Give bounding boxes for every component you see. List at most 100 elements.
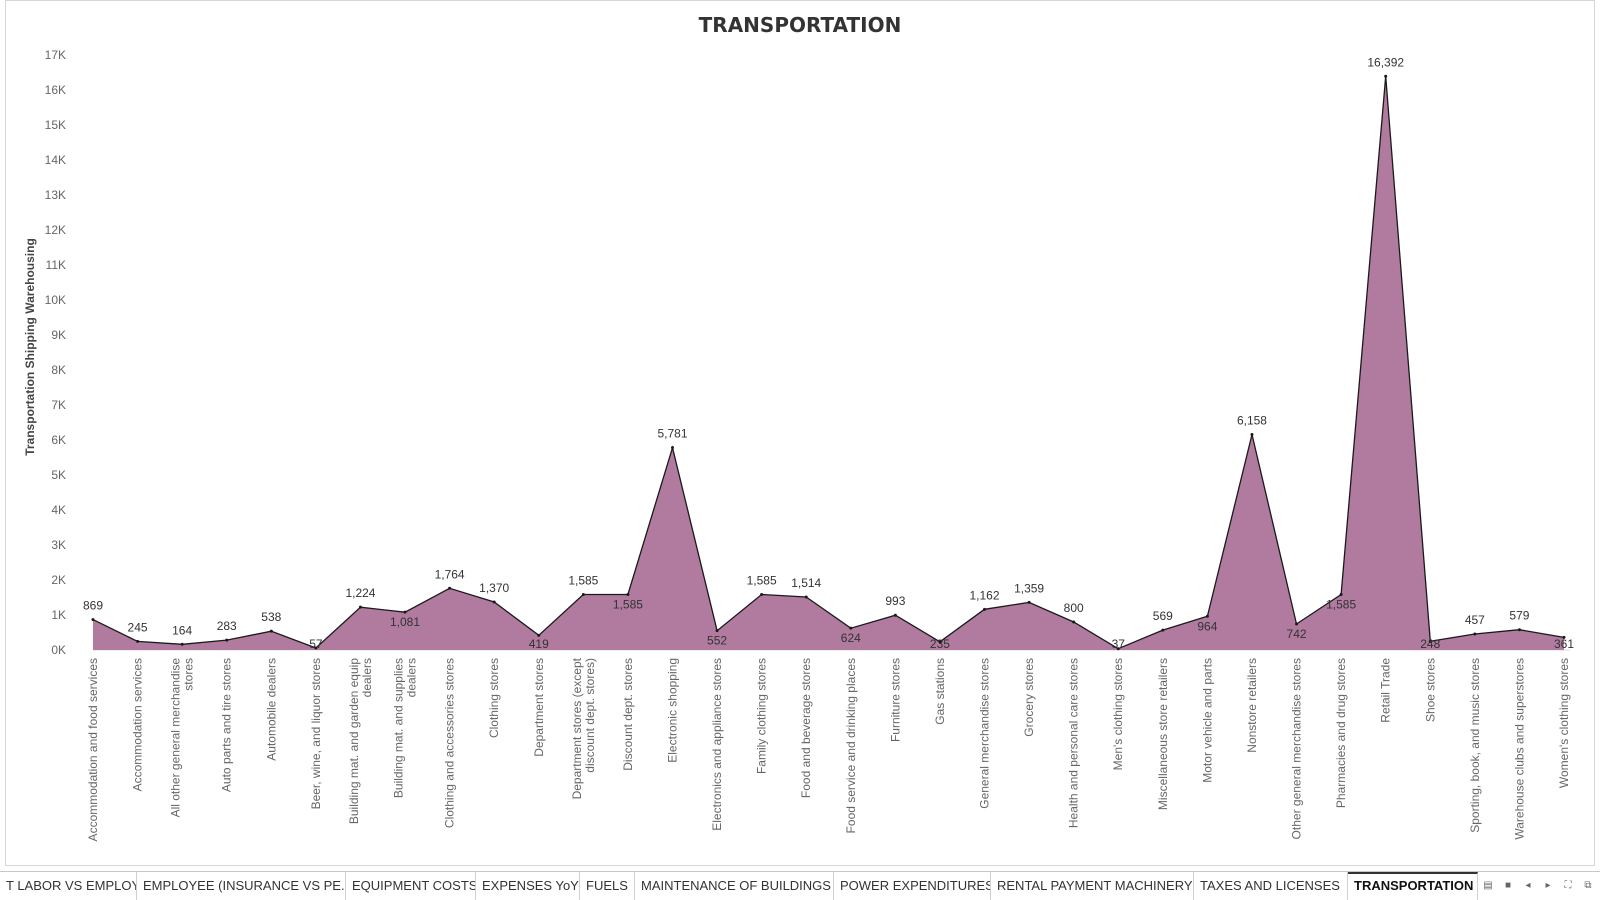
x-tick-label: Shoe stores: [1423, 658, 1437, 722]
data-label: 16,392: [1367, 55, 1404, 69]
data-point: [893, 613, 897, 617]
tab-labor-vs-employee[interactable]: T LABOR VS EMPLOY...: [0, 872, 137, 900]
data-point: [804, 595, 808, 599]
svg-text:dealers: dealers: [360, 658, 374, 697]
x-tick-label: Family clothing stores: [755, 658, 769, 774]
data-point: [670, 446, 674, 450]
chart-title: TRANSPORTATION: [699, 13, 902, 37]
data-label: 6,158: [1237, 413, 1267, 427]
svg-text:Health and personal care store: Health and personal care stores: [1067, 658, 1081, 828]
x-tick-label: All other general merchandise stores: [169, 658, 196, 818]
series-line: [92, 76, 1565, 650]
x-tick-label: Furniture stores: [888, 658, 902, 742]
svg-text:discount dept. stores): discount dept. stores): [583, 658, 597, 773]
data-point: [269, 629, 273, 633]
data-point: [537, 633, 541, 637]
data-label: 1,514: [791, 576, 821, 590]
data-point: [983, 607, 987, 611]
data-point: [492, 600, 496, 604]
svg-text:Pharmacies and drug stores: Pharmacies and drug stores: [1334, 658, 1348, 808]
tab-taxes-and-licenses[interactable]: TAXES AND LICENSES: [1194, 872, 1348, 900]
data-point: [581, 593, 585, 597]
tab-rental-payment-machinery[interactable]: RENTAL PAYMENT MACHINERY: [991, 872, 1194, 900]
x-tick-label: Nonstore retailers: [1245, 658, 1259, 753]
svg-text:Clothing and accessories store: Clothing and accessories stores: [443, 658, 457, 828]
svg-text:Clothing stores: Clothing stores: [487, 658, 501, 738]
data-label: 742: [1287, 627, 1307, 641]
svg-text:Accommodation and food service: Accommodation and food services: [86, 658, 100, 841]
svg-text:Family clothing stores: Family clothing stores: [755, 658, 769, 774]
data-point: [1205, 614, 1209, 618]
y-tick-label: 9K: [51, 328, 66, 342]
data-point: [225, 638, 229, 642]
data-label: 1,585: [747, 574, 777, 588]
data-label: 1,585: [1326, 598, 1356, 612]
y-tick-label: 12K: [45, 223, 66, 237]
next-sheet-icon[interactable]: ▸: [1545, 880, 1551, 891]
svg-text:Miscellaneous store retailers: Miscellaneous store retailers: [1156, 658, 1170, 810]
present-icon[interactable]: ⧉: [1584, 880, 1592, 891]
y-tick-label: 4K: [51, 503, 66, 517]
y-tick-label: 8K: [51, 363, 66, 377]
y-tick-label: 1K: [51, 608, 66, 622]
data-label: 869: [83, 599, 103, 613]
svg-text:Furniture stores: Furniture stores: [888, 658, 902, 742]
y-tick-label: 14K: [45, 153, 66, 167]
area-chart: TRANSPORTATION Transportation Shipping Wa…: [23, 13, 1574, 841]
svg-text:Gas stations: Gas stations: [933, 658, 947, 725]
data-label: 245: [128, 620, 148, 634]
tab-transportation[interactable]: TRANSPORTATION: [1348, 872, 1478, 900]
y-tick-label: 7K: [51, 398, 66, 412]
data-point: [1428, 639, 1432, 643]
data-label: 57: [309, 637, 323, 651]
data-point: [938, 640, 942, 644]
prev-sheet-icon[interactable]: ◂: [1525, 880, 1531, 891]
x-tick-label: Grocery stores: [1022, 658, 1036, 737]
tab-maintenance-of-buildings[interactable]: MAINTENANCE OF BUILDINGS: [635, 872, 834, 900]
data-point: [314, 646, 318, 650]
data-point: [358, 605, 362, 609]
data-point: [1384, 74, 1388, 78]
x-tick-label: Sporting, book, and music stores: [1468, 658, 1482, 833]
tab-employee-insurance[interactable]: EMPLOYEE (INSURANCE VS PE...: [137, 872, 346, 900]
tab-power-expenditures[interactable]: POWER EXPENDITURES: [834, 872, 991, 900]
data-label: 457: [1465, 613, 1485, 627]
data-label: 5,781: [657, 427, 687, 441]
svg-text:Accommodation services: Accommodation services: [131, 658, 145, 791]
data-point: [403, 610, 407, 614]
tab-fuels[interactable]: FUELS: [580, 872, 635, 900]
data-point: [448, 586, 452, 590]
data-label: 1,585: [568, 574, 598, 588]
svg-text:Shoe stores: Shoe stores: [1423, 658, 1437, 722]
data-point: [1116, 647, 1120, 651]
data-point: [1339, 593, 1343, 597]
x-tick-label: Electronics and appliance stores: [710, 658, 724, 831]
x-tick-label: Discount dept. stores: [621, 658, 635, 771]
y-tick-label: 2K: [51, 573, 66, 587]
data-label: 800: [1064, 601, 1084, 615]
tab-equipment-costs[interactable]: EQUIPMENT COSTS: [346, 872, 476, 900]
y-tick-label: 15K: [45, 118, 66, 132]
data-point: [180, 642, 184, 646]
svg-text:Women's clothing stores: Women's clothing stores: [1557, 658, 1571, 788]
tab-expenses-yoy[interactable]: EXPENSES YoY: [476, 872, 580, 900]
svg-text:Building mat. and garden equip: Building mat. and garden equip: [347, 658, 361, 824]
grid-view-icon[interactable]: ▤: [1483, 880, 1493, 891]
fullscreen-icon[interactable]: ⛶: [1564, 880, 1572, 891]
y-tick-label: 17K: [45, 48, 66, 62]
x-tick-label: Beer, wine, and liquor stores: [309, 658, 323, 809]
data-label: 579: [1509, 609, 1529, 623]
svg-text:Food service and drinking plac: Food service and drinking places: [844, 658, 858, 833]
y-tick-label: 11K: [46, 258, 66, 272]
x-tick-label: General merchandise stores: [978, 658, 992, 809]
data-label: 1,359: [1014, 581, 1044, 595]
svg-text:Food and beverage stores: Food and beverage stores: [799, 658, 813, 798]
filmstrip-icon[interactable]: ■: [1504, 880, 1512, 891]
data-label: 538: [261, 610, 281, 624]
x-tick-label: Men's clothing stores: [1111, 658, 1125, 770]
data-point: [1562, 635, 1566, 639]
x-tick-label: Food and beverage stores: [799, 658, 813, 798]
dashboard-frame: [5, 0, 1595, 866]
x-tick-label: Pharmacies and drug stores: [1334, 658, 1348, 808]
svg-text:Men's clothing stores: Men's clothing stores: [1111, 658, 1125, 770]
